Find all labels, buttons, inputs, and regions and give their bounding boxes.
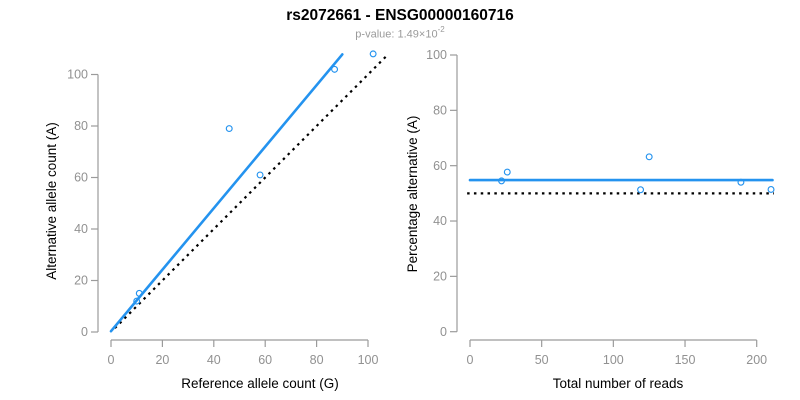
x-tick-label: 80 [310, 353, 324, 367]
plot-1: 0 20 40 60 80 100 0 20 40 60 80 100 Reference allele… [44, 50, 387, 391]
y-tick-label: 100 [67, 68, 88, 82]
x-tick-label: 150 [675, 353, 696, 367]
x-tick-label: 40 [207, 353, 221, 367]
y-tick-label: 40 [433, 214, 447, 228]
y-tick-label: 80 [74, 119, 88, 133]
data-point [645, 153, 653, 161]
p-value-subtitle: p-value: 1.49×10-2 [0, 25, 800, 41]
plot-2: 0 20 40 60 80 100 0 50 100 150 200 Total number of … [405, 48, 775, 391]
y-axis-title: Percentage alternative (A) [405, 116, 420, 273]
y-tick-label: 0 [81, 325, 88, 339]
x-tick-label: 0 [467, 353, 474, 367]
fitted-proportion-line [109, 53, 344, 333]
data-point [737, 178, 745, 186]
data-point [133, 297, 141, 305]
p-value-text: p-value: 1.49×10 [355, 28, 438, 41]
y-axis-title: Alternative allele count (A) [44, 122, 59, 280]
y-tick-label: 100 [426, 48, 447, 62]
figure-title: rs2072661 - ENSG00000160716 [286, 7, 514, 24]
x-axis-title: Total number of reads [553, 376, 684, 391]
y-tick-label: 0 [440, 325, 447, 339]
x-tick-label: 60 [258, 353, 272, 367]
x-tick-label: 100 [358, 353, 379, 367]
y-tick-label: 40 [74, 222, 88, 236]
x-tick-label: 200 [746, 353, 767, 367]
x-tick-label: 100 [603, 353, 624, 367]
data-point [369, 50, 377, 58]
y-tick-label: 60 [74, 171, 88, 185]
x-axis-title: Reference allele count (G) [181, 376, 339, 391]
data-point [225, 125, 233, 133]
data-point [767, 186, 775, 193]
y-tick-label: 20 [433, 270, 447, 284]
data-point [256, 171, 264, 179]
data-point [498, 177, 506, 185]
y-tick-label: 80 [433, 104, 447, 118]
data-point [135, 289, 143, 297]
p-value-exponent: -2 [437, 25, 445, 34]
y-tick-label: 60 [433, 159, 447, 173]
data-point [331, 65, 339, 73]
data-point [503, 168, 511, 176]
data-point [637, 186, 645, 194]
x-tick-label: 0 [108, 353, 115, 367]
x-tick-label: 50 [535, 353, 549, 367]
identity-line [114, 55, 387, 329]
y-tick-label: 20 [74, 274, 88, 288]
x-tick-label: 20 [155, 353, 169, 367]
